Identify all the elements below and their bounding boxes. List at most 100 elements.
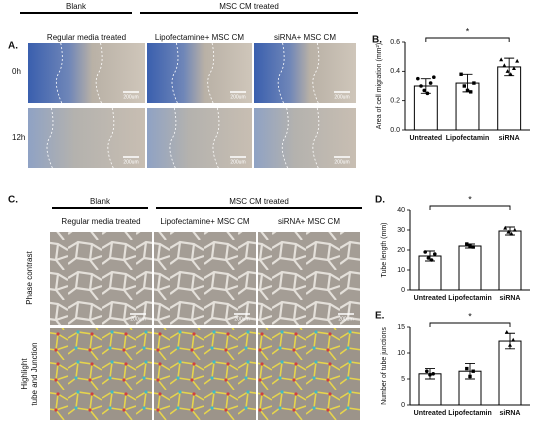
bar [458,245,482,291]
data-point [422,88,427,93]
data-point [499,57,504,62]
data-point [505,69,510,73]
bar [498,340,522,406]
panel-label: D. [375,195,385,206]
scale-bar-label: 200um [338,316,353,322]
panel-label: E. [375,311,385,322]
data-point [428,81,433,85]
scale-bar-label: 200um [230,159,245,165]
data-point [462,84,466,88]
data-point [431,372,436,376]
scale-bar-label: 200um [123,94,138,100]
data-point [416,76,420,81]
micrograph [254,43,356,103]
y-tick-label: 0 [401,402,405,409]
data-point [459,72,463,76]
data-point [508,343,512,347]
micrograph [28,43,145,103]
micrograph [154,232,256,325]
group-label: MSC CM treated [229,197,289,206]
micrograph [154,328,256,420]
column-label: Lipofectamine+ MSC CM [160,217,249,226]
column-label: Regular media treated [47,33,126,42]
significance-bracket [425,37,510,42]
scale-bar-label: 200um [123,159,138,165]
data-point [515,58,520,63]
y-tick-label: 20 [397,247,405,254]
data-point [468,244,472,248]
significance-label: * [466,26,470,36]
column-label: siRNA+ MSC CM [274,33,336,42]
scale-bar-label: 200um [234,316,249,322]
micrograph [258,328,360,420]
row-label: Highlight [20,358,29,390]
data-point [508,72,513,76]
bar [498,230,522,291]
y-tick-label: 0.6 [390,39,400,46]
y-tick-label: 40 [397,207,405,214]
row-label: Phase contrast [25,251,34,305]
row-label: 0h [12,67,21,76]
data-point [425,91,430,96]
data-point [472,81,476,85]
data-point [504,330,509,334]
significance-label: * [468,194,472,204]
micrograph [254,108,356,168]
data-point [509,231,514,236]
data-point [511,337,516,342]
data-point [465,366,469,371]
x-tick-label: siRNA [499,295,520,302]
column-label: Regular media treated [61,217,140,226]
y-tick-label: 0.0 [390,127,400,134]
x-tick-label: Untreated [409,135,442,142]
y-axis-label: Tube length (mm) [381,223,388,278]
micrograph [50,328,152,420]
panel-label: B. [372,35,382,46]
group-label: MSC CM treated [219,2,279,11]
scale-bar-label: 200um [130,316,145,322]
y-axis-label: Number of tube junctions [381,327,388,405]
data-point [471,369,475,373]
scale-bar-label: 200um [334,159,349,165]
group-label: Blank [90,197,111,206]
row-label: tube and Junction [30,342,39,405]
data-point [506,229,511,234]
bar [497,66,522,131]
data-point [471,245,475,249]
data-point [432,75,436,79]
data-point [512,227,517,232]
x-tick-label: siRNA [499,135,520,142]
scale-bar-label: 200um [334,94,349,100]
x-tick-label: siRNA [499,410,520,417]
data-point [468,374,472,379]
data-point [465,242,469,246]
data-point [433,252,437,256]
x-tick-label: Untreated [414,295,447,302]
data-point [429,258,434,262]
column-label: Lipofectamine+ MSC CM [155,33,244,42]
y-tick-label: 0.2 [390,98,400,105]
panel-label: A. [8,41,18,52]
micrograph [147,43,252,103]
data-point [465,88,470,93]
panel-label: C. [8,195,18,206]
significance-label: * [468,311,472,321]
micrograph [28,108,145,168]
significance-bracket [429,205,511,210]
x-tick-label: Lipofectamin [448,295,492,302]
micrograph [147,108,252,168]
data-point [419,84,423,88]
micrograph [50,232,152,325]
y-tick-label: 15 [397,324,405,331]
data-point [423,250,428,254]
data-point [503,225,508,230]
y-tick-label: 10 [397,350,405,357]
y-tick-label: 5 [401,376,405,383]
data-point [511,66,516,70]
x-tick-label: Lipofectamin [446,135,490,142]
column-label: siRNA+ MSC CM [278,217,340,226]
group-label: Blank [66,2,87,11]
x-tick-label: Untreated [414,410,447,417]
y-axis-label: Area of cell migration (mm²) [376,43,383,129]
